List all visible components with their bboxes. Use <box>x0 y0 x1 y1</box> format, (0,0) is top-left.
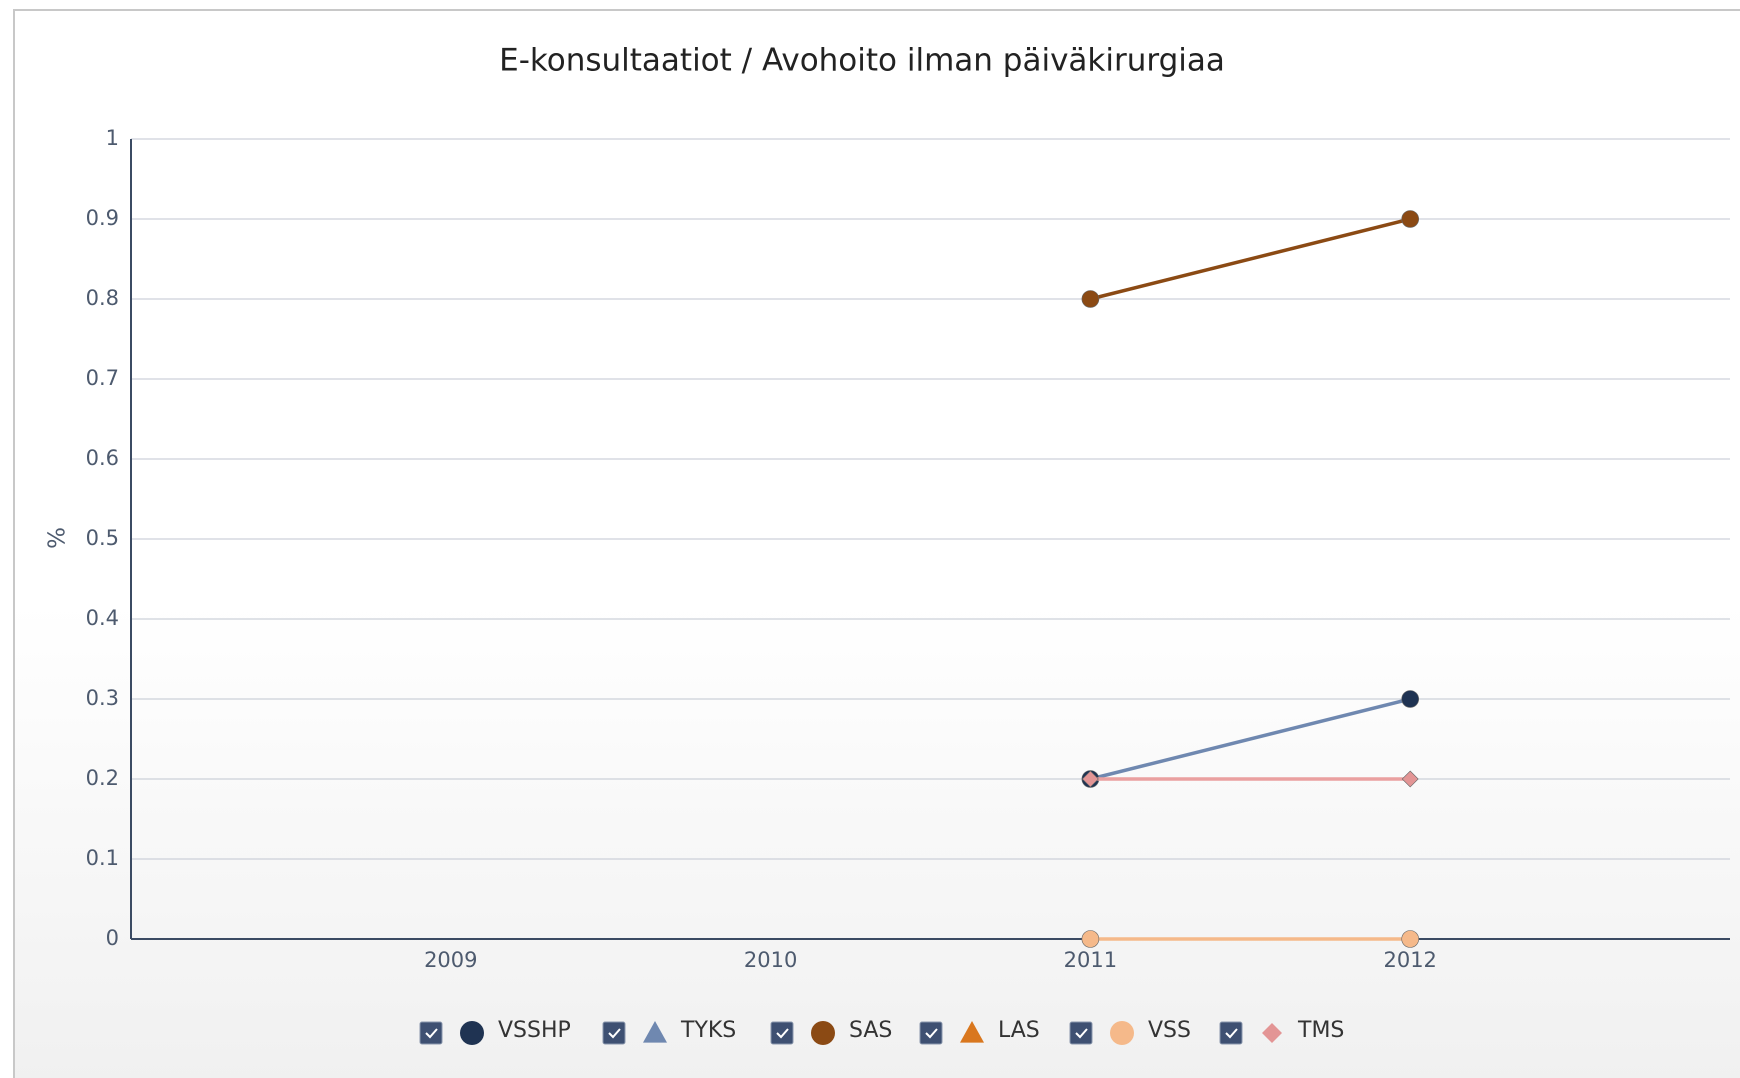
chart-frame <box>13 9 1740 1078</box>
legend-symbol <box>811 1021 835 1045</box>
data-point <box>1401 210 1419 228</box>
x-tick-label: 2010 <box>744 948 797 972</box>
y-tick-label: 0.9 <box>86 206 119 230</box>
legend-label[interactable]: LAS <box>998 1018 1040 1043</box>
checkmark <box>425 1028 438 1039</box>
legend-symbol <box>960 1021 984 1043</box>
checkmark <box>1075 1028 1088 1039</box>
legend-symbol <box>1110 1021 1134 1045</box>
y-tick-label: 0.4 <box>86 606 119 630</box>
legend-label[interactable]: VSS <box>1148 1018 1191 1043</box>
legend-label[interactable]: TYKS <box>680 1018 736 1043</box>
y-tick-label: 0 <box>106 926 119 950</box>
legend-symbol <box>643 1021 667 1043</box>
legend-checkbox[interactable] <box>770 1021 794 1045</box>
checkmark <box>1225 1028 1238 1039</box>
legend-label[interactable]: VSSHP <box>498 1018 571 1043</box>
series-line <box>1089 217 1411 301</box>
legend-checkbox[interactable] <box>419 1021 443 1045</box>
y-tick-label: 1 <box>106 126 119 150</box>
y-tick-label: 0.2 <box>86 766 119 790</box>
chart-title: E-konsultaatiot / Avohoito ilman päiväki… <box>499 43 1225 79</box>
y-tick-label: 0.1 <box>86 846 119 870</box>
y-axis-label: % <box>45 527 71 549</box>
x-tick-label: 2012 <box>1383 948 1436 972</box>
series-line <box>1089 697 1411 781</box>
y-tick-label: 0.5 <box>86 526 119 550</box>
data-point <box>1081 770 1099 788</box>
data-point <box>1401 770 1419 788</box>
y-tick-label: 0.8 <box>86 286 119 310</box>
legend-label[interactable]: TMS <box>1297 1018 1344 1043</box>
legend-symbol <box>1262 1023 1282 1043</box>
data-point <box>1081 930 1100 948</box>
legend-checkbox[interactable] <box>1069 1021 1093 1045</box>
y-tick-label: 0.6 <box>86 446 119 470</box>
legend-checkbox[interactable] <box>1219 1021 1243 1045</box>
legend-label[interactable]: SAS <box>849 1018 892 1043</box>
checkmark <box>608 1028 621 1039</box>
checkmark <box>925 1028 938 1039</box>
legend-checkbox[interactable] <box>602 1021 626 1045</box>
data-point <box>1081 290 1100 308</box>
x-tick-label: 2011 <box>1064 948 1117 972</box>
data-point <box>1401 690 1419 708</box>
checkmark <box>776 1028 789 1039</box>
y-tick-label: 0.3 <box>86 686 119 710</box>
y-tick-label: 0.7 <box>86 366 119 390</box>
x-tick-label: 2009 <box>424 948 477 972</box>
legend-symbol <box>460 1021 484 1045</box>
data-point <box>1401 930 1419 948</box>
legend-checkbox[interactable] <box>919 1021 943 1045</box>
